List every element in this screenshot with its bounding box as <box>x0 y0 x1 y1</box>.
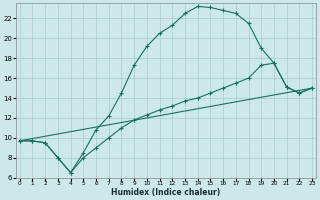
X-axis label: Humidex (Indice chaleur): Humidex (Indice chaleur) <box>111 188 220 197</box>
